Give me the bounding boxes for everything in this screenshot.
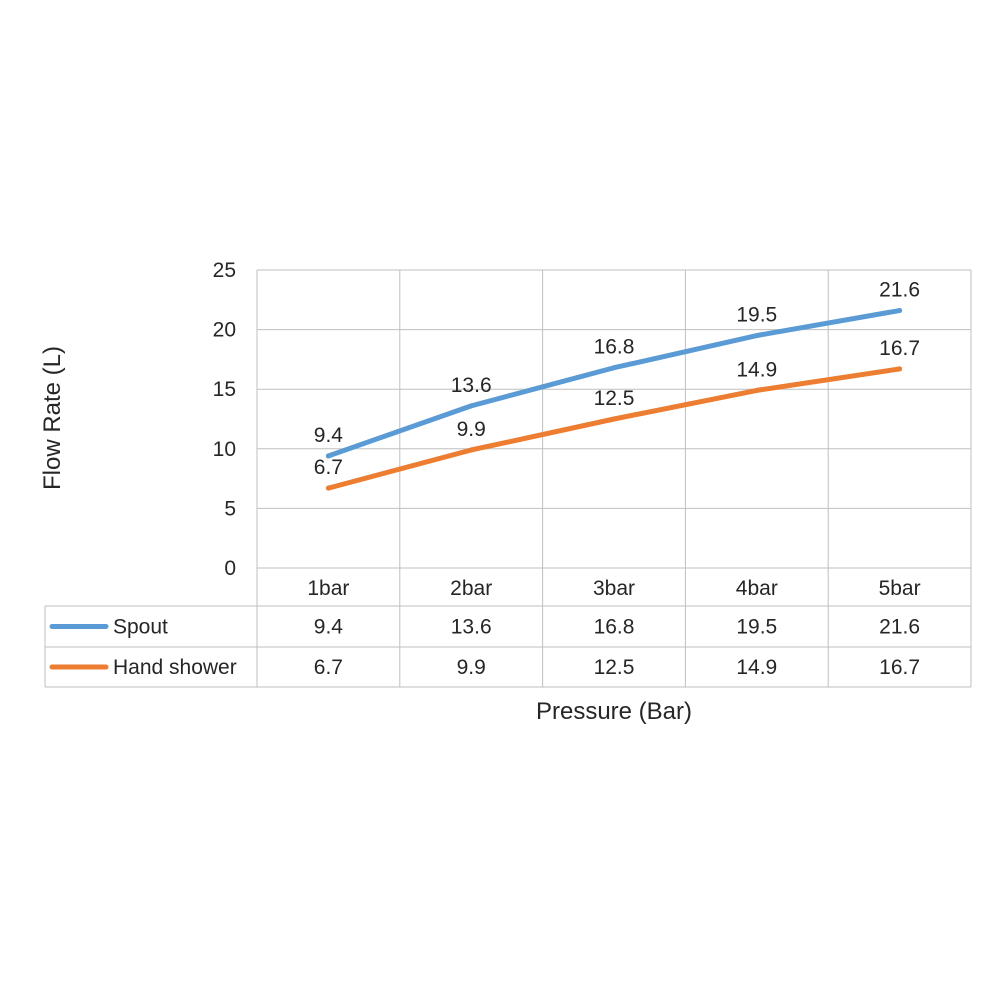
x-category-label: 5bar (879, 577, 921, 600)
table-value-cell: 9.4 (314, 616, 344, 639)
data-label: 12.5 (594, 387, 635, 410)
table-value-cell: 13.6 (451, 616, 492, 639)
y-tick-label: 0 (224, 557, 236, 580)
data-label: 9.9 (457, 418, 486, 441)
y-tick-label: 20 (213, 319, 236, 342)
y-tick-label: 25 (213, 259, 236, 282)
data-labels: 9.4 13.6 16.8 19.5 21.6 6.7 9.9 12.5 14.9 16.7 (314, 279, 920, 480)
x-category-label: 4bar (736, 577, 778, 600)
data-point (468, 403, 474, 409)
data-label: 9.4 (314, 424, 344, 447)
table-value-cell: 9.9 (457, 656, 486, 679)
data-label: 14.9 (736, 358, 777, 381)
series-lines (325, 308, 903, 491)
data-label: 16.8 (594, 336, 635, 359)
legend-label: Hand shower (113, 656, 237, 679)
data-point (325, 453, 331, 459)
data-point (754, 333, 760, 339)
table-value-cell: 6.7 (314, 656, 343, 679)
table-value-cell: 19.5 (736, 616, 777, 639)
data-point (468, 447, 474, 453)
data-point (611, 416, 617, 422)
data-point (754, 387, 760, 393)
table-value-cell: 16.8 (594, 616, 635, 639)
data-table: 1bar 2bar 3bar 4bar 5bar Spout 9.4 13.6 16.8 19.5… (44, 577, 971, 688)
data-point (325, 485, 331, 491)
x-category-label: 1bar (307, 577, 349, 600)
legend-label: Spout (113, 616, 168, 639)
x-category-label: 2bar (450, 577, 492, 600)
table-value-cell: 14.9 (736, 656, 777, 679)
data-label: 21.6 (879, 279, 920, 302)
data-point (611, 365, 617, 371)
x-category-label: 3bar (593, 577, 635, 600)
y-tick-label: 10 (213, 438, 236, 461)
data-label: 19.5 (736, 304, 777, 327)
data-label: 6.7 (314, 456, 343, 479)
x-axis-title: Pressure (Bar) (536, 698, 692, 725)
data-point (897, 366, 903, 372)
table-value-cell: 16.7 (879, 656, 920, 679)
data-point (897, 308, 903, 314)
plot-grid: 0 5 10 15 20 25 (213, 259, 972, 687)
data-label: 16.7 (879, 337, 920, 360)
data-label: 13.6 (451, 374, 492, 397)
y-axis-title: Flow Rate (L) (39, 346, 66, 490)
y-tick-label: 15 (213, 378, 236, 401)
table-value-cell: 21.6 (879, 616, 920, 639)
y-tick-label: 5 (224, 497, 236, 520)
table-value-cell: 12.5 (594, 656, 635, 679)
